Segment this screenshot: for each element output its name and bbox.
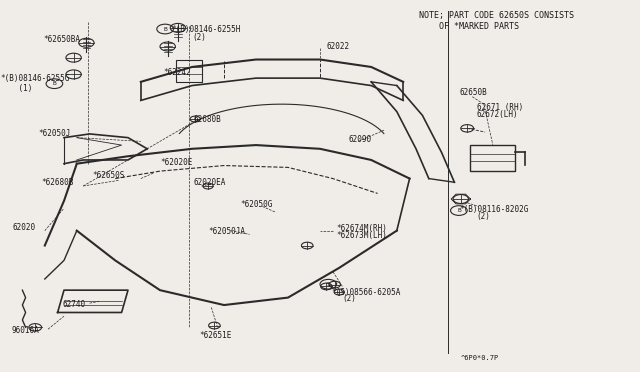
Text: 62671 (RH): 62671 (RH) — [477, 103, 523, 112]
Text: *62650BA: *62650BA — [44, 35, 81, 44]
Text: B: B — [52, 81, 56, 86]
Text: B: B — [457, 208, 461, 213]
Text: *62050G: *62050G — [240, 200, 273, 209]
Text: 62680B: 62680B — [193, 115, 221, 124]
Text: 62020EA: 62020EA — [194, 178, 227, 187]
Text: *62050J: *62050J — [38, 129, 71, 138]
Text: *(B)08146-6255G
    (1): *(B)08146-6255G (1) — [0, 74, 69, 93]
Text: ^6P0*0.7P: ^6P0*0.7P — [461, 355, 499, 361]
Text: 62672(LH): 62672(LH) — [477, 110, 518, 119]
Text: (2): (2) — [477, 212, 491, 221]
Text: (2): (2) — [192, 33, 206, 42]
Text: *62673M(LH): *62673M(LH) — [336, 231, 387, 240]
Text: *62050JA: *62050JA — [208, 227, 245, 236]
Text: S: S — [326, 282, 330, 287]
Text: *62242: *62242 — [163, 68, 191, 77]
Bar — [470, 145, 515, 171]
Text: B: B — [163, 26, 167, 32]
Text: 62090: 62090 — [349, 135, 372, 144]
Text: (2): (2) — [342, 294, 356, 303]
Text: *(S)08566-6205A: *(S)08566-6205A — [332, 288, 401, 296]
Text: 62740: 62740 — [63, 300, 86, 309]
Text: *62650S: *62650S — [93, 171, 125, 180]
Text: *(B)08116-8202G: *(B)08116-8202G — [460, 205, 529, 214]
Bar — [176, 60, 202, 82]
Text: 62650B: 62650B — [460, 88, 487, 97]
Text: 62022: 62022 — [326, 42, 349, 51]
Text: *62020E: *62020E — [160, 158, 193, 167]
Text: *62674M(RH): *62674M(RH) — [336, 224, 387, 233]
Text: NOTE; PART CODE 62650S CONSISTS
    OF *MARKED PARTS: NOTE; PART CODE 62650S CONSISTS OF *MARK… — [419, 11, 574, 31]
Text: 62020: 62020 — [13, 223, 36, 232]
Text: *62680B: *62680B — [42, 178, 74, 187]
Text: *62651E: *62651E — [200, 331, 232, 340]
Text: *(B)08146-6255H: *(B)08146-6255H — [172, 25, 241, 33]
Text: 96016A: 96016A — [12, 326, 39, 335]
